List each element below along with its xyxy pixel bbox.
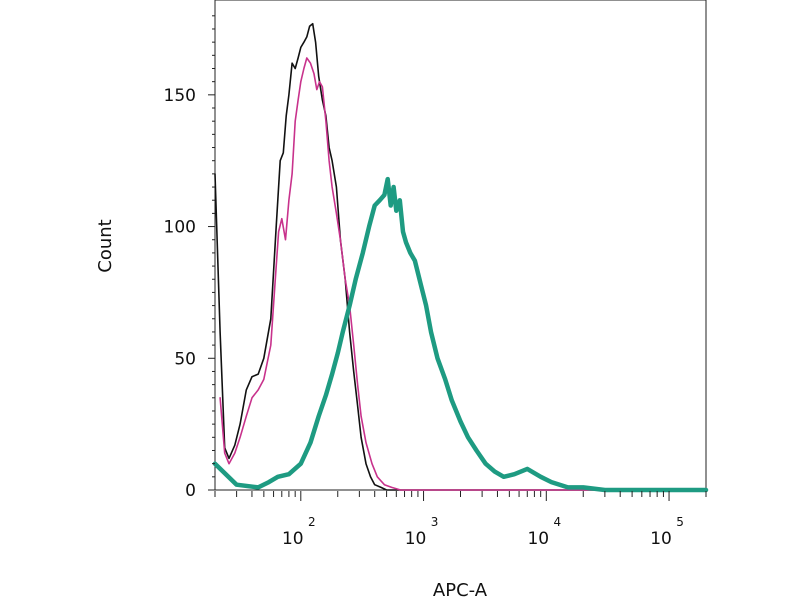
plot-frame [214, 0, 707, 491]
plot-area-border [214, 0, 707, 491]
y-tick-label: 0 [185, 481, 196, 501]
axis-layer: 0 50 100 150 10 2 10 3 10 4 10 5 [164, 15, 707, 549]
histogram-series-2 [219, 57, 707, 491]
x-tick-exponent: 5 [676, 515, 684, 529]
y-tick-label: 50 [174, 349, 196, 369]
x-tick-label: 10 [527, 529, 549, 549]
x-tick-label: 10 [650, 529, 672, 549]
y-tick-label: 100 [164, 218, 196, 238]
histogram-series-1 [214, 22, 707, 491]
x-tick-label: 10 [282, 529, 304, 549]
histogram-series-3 [212, 176, 709, 493]
x-tick-exponent: 3 [431, 515, 439, 529]
x-tick-exponent: 2 [308, 515, 316, 529]
y-axis-title: Count [95, 219, 116, 272]
x-axis-title: APC-A [433, 580, 488, 600]
x-tick-exponent: 4 [553, 515, 561, 529]
series-layer [212, 22, 709, 493]
y-tick-label: 150 [164, 86, 196, 106]
x-tick-label: 10 [405, 529, 427, 549]
